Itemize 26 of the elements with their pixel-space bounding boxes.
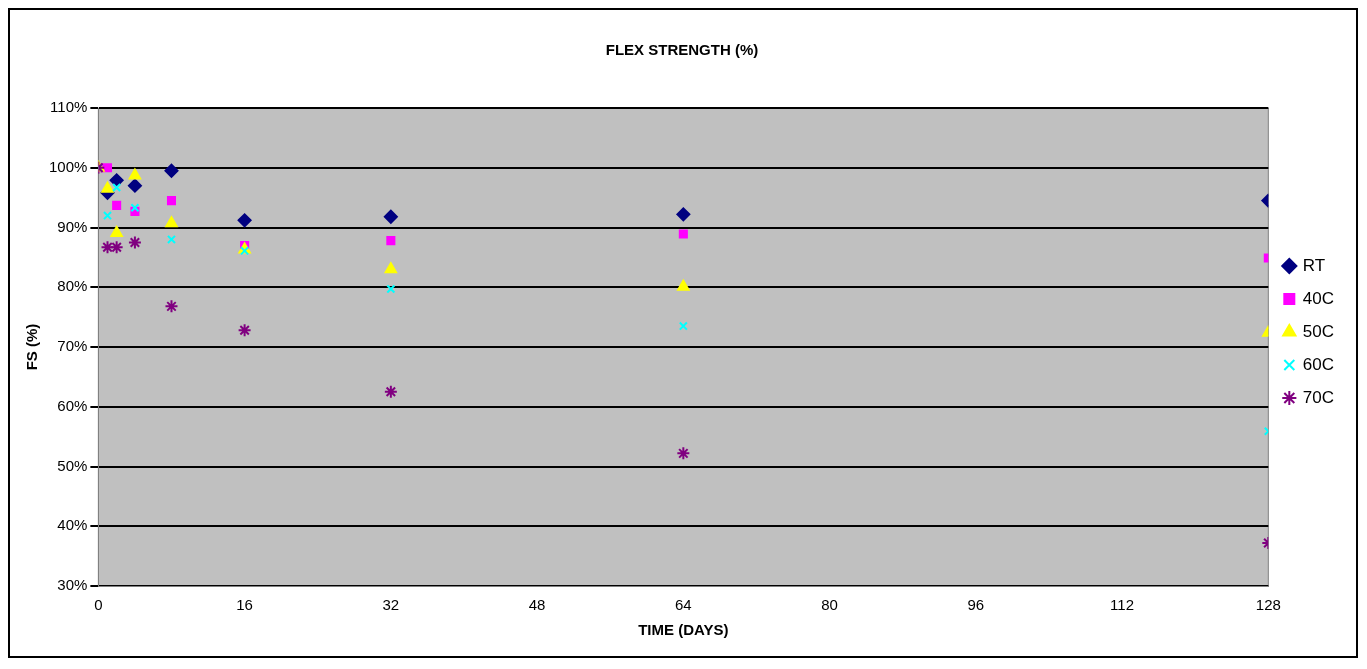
y-tick-label: 110% [50, 98, 88, 116]
x-tick-label: 112 [1110, 596, 1135, 614]
x-tick-label: 128 [1255, 596, 1281, 614]
y-axis-title: FS (%) [23, 323, 41, 371]
x-axis-title: TIME (DAYS) [638, 621, 729, 639]
legend-label: 60C [1302, 354, 1334, 374]
chart-title: FLEX STRENGTH (%) [605, 41, 759, 59]
x-tick-label: 64 [675, 596, 692, 614]
x-tick-label: 48 [528, 596, 546, 614]
y-tick-label: 30% [57, 576, 88, 594]
y-tick-label: 100% [48, 157, 88, 175]
x-tick-label: 32 [382, 596, 400, 614]
y-tick-label: 50% [57, 456, 88, 474]
x-tick-label: 0 [94, 596, 103, 614]
legend-label: 50C [1302, 321, 1334, 341]
x-tick-label: 80 [821, 596, 838, 614]
legend-label: 70C [1302, 387, 1334, 407]
y-tick-label: 90% [57, 217, 88, 235]
y-tick-label: 80% [57, 277, 88, 295]
legend-label: 40C [1302, 288, 1334, 308]
y-tick-label: 60% [57, 396, 88, 414]
legend-label: RT [1302, 255, 1326, 275]
x-tick-label: 96 [967, 596, 985, 614]
y-tick-label: 70% [57, 337, 88, 355]
y-tick-label: 40% [57, 516, 88, 534]
x-tick-label: 16 [236, 596, 253, 614]
